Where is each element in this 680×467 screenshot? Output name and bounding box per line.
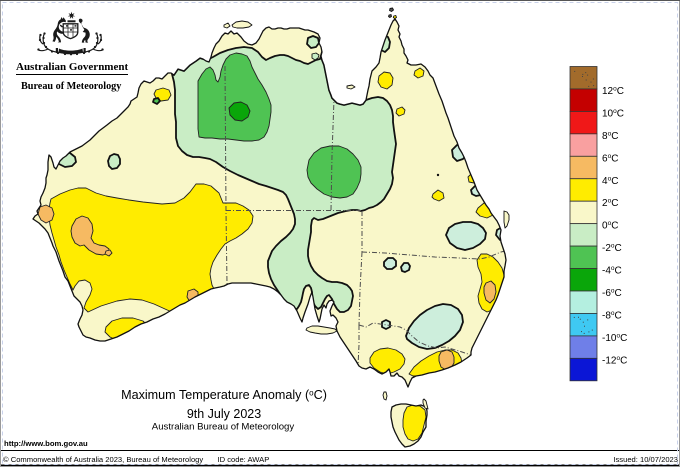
svg-text:8oC: 8oC	[602, 130, 618, 142]
svg-text:Bureau of Meteorology: Bureau of Meteorology	[21, 81, 121, 92]
svg-text:ID code: AWAP: ID code: AWAP	[218, 455, 270, 464]
svg-text:6oC: 6oC	[602, 153, 618, 165]
svg-text:Maximum Temperature Anomaly (o: Maximum Temperature Anomaly (oC)	[121, 388, 327, 402]
svg-text:-6oC: -6oC	[602, 288, 622, 300]
svg-text:© Commonwealth of Australia 20: © Commonwealth of Australia 2023, Bureau…	[3, 455, 203, 464]
svg-text:-4oC: -4oC	[602, 265, 622, 277]
svg-text:Issued: 10/07/2023: Issued: 10/07/2023	[613, 455, 678, 464]
svg-text:2oC: 2oC	[602, 198, 618, 210]
svg-text:Australian Bureau of Meteorolo: Australian Bureau of Meteorology	[152, 422, 295, 433]
svg-text:http://www.bom.gov.au: http://www.bom.gov.au	[4, 439, 88, 448]
svg-text:0oC: 0oC	[602, 220, 618, 232]
svg-text:-10oC: -10oC	[602, 332, 627, 344]
svg-text:9th July 2023: 9th July 2023	[187, 407, 261, 421]
svg-text:-8oC: -8oC	[602, 310, 622, 322]
svg-text:4oC: 4oC	[602, 175, 618, 187]
svg-text:-12oC: -12oC	[602, 355, 627, 367]
svg-text:-2oC: -2oC	[602, 243, 622, 255]
svg-text:Australian Government: Australian Government	[16, 61, 128, 73]
svg-text:12oC: 12oC	[602, 86, 624, 98]
svg-text:10oC: 10oC	[602, 108, 624, 120]
